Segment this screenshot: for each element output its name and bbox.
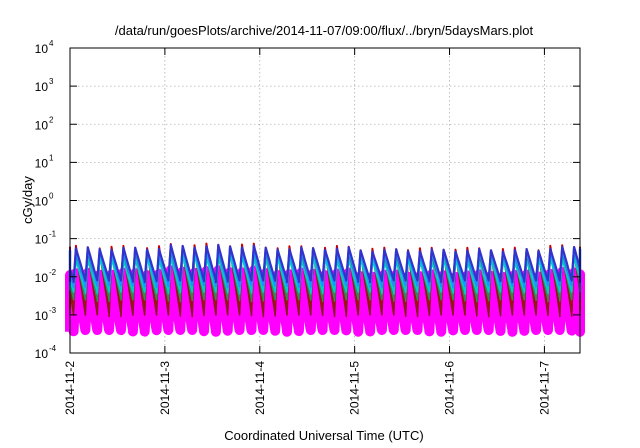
x-tick-label: 2014-11-4 — [253, 361, 267, 415]
x-tick-label: 2014-11-2 — [63, 361, 77, 415]
y-tick-exponent: 3 — [49, 77, 54, 86]
series-line — [69, 247, 581, 318]
y-tick-label: 10 — [35, 233, 49, 247]
y-tick-exponent: 0 — [49, 192, 54, 201]
y-tick-label: 10 — [35, 42, 49, 56]
y-tick-exponent: -4 — [49, 344, 57, 353]
y-tick-exponent: -3 — [49, 306, 57, 315]
chart-title: /data/run/goesPlots/archive/2014-11-07/0… — [115, 23, 534, 38]
y-axis-label: cGy/day — [20, 176, 35, 224]
x-axis-label: Coordinated Universal Time (UTC) — [224, 428, 423, 443]
series-line — [65, 265, 585, 337]
y-tick-label: 10 — [35, 309, 49, 323]
y-tick-exponent: 4 — [49, 39, 54, 48]
y-tick-label: 10 — [35, 156, 49, 170]
x-tick-labels: 2014-11-2 2014-11-3 2014-11-4 2014-11-5 2014… — [63, 361, 551, 415]
axis-ticks — [69, 47, 580, 354]
y-tick-exponent: 2 — [49, 115, 54, 124]
series-line — [69, 254, 581, 295]
x-tick-label: 2014-11-6 — [443, 361, 457, 415]
y-tick-exponent: -2 — [49, 268, 57, 277]
series-line — [68, 243, 582, 284]
plot-frame — [69, 47, 581, 354]
y-tick-exponent: -1 — [49, 230, 57, 239]
y-tick-exponent: 1 — [49, 153, 54, 162]
y-tick-label: 10 — [35, 80, 49, 94]
x-tick-label: 2014-11-5 — [348, 361, 362, 415]
x-tick-label: 2014-11-7 — [537, 361, 551, 415]
plot-series — [65, 242, 585, 337]
x-tick-label: 2014-11-3 — [158, 361, 172, 415]
y-tick-label: 10 — [35, 118, 49, 132]
y-tick-label: 10 — [35, 347, 49, 361]
y-tick-label: 10 — [35, 195, 49, 209]
y-tick-label: 10 — [35, 271, 49, 285]
